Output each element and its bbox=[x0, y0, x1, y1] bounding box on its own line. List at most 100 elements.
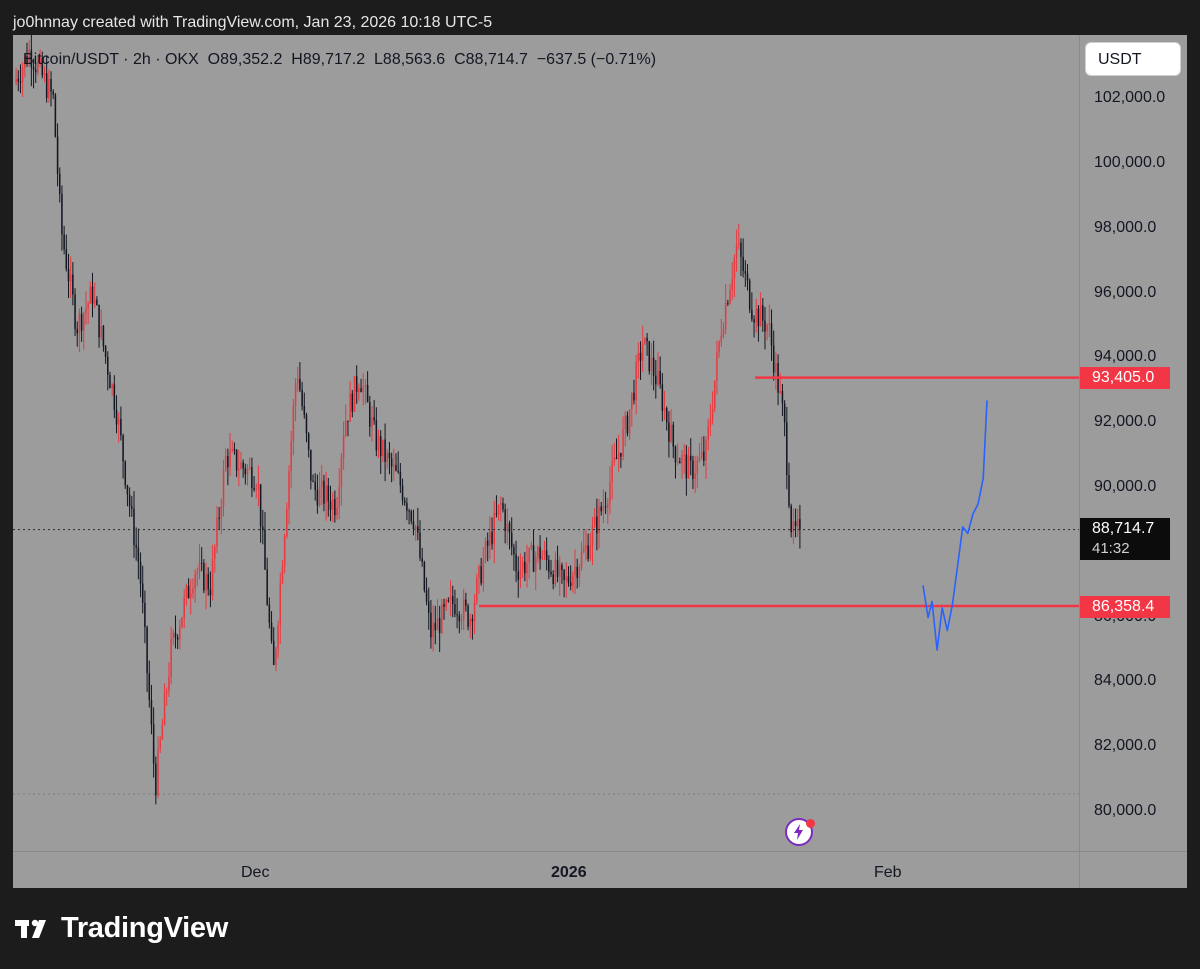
candle-body bbox=[89, 286, 92, 304]
candle-body bbox=[290, 440, 292, 472]
candle-body bbox=[617, 452, 620, 459]
candle-body bbox=[698, 457, 701, 461]
axis-corner-divider bbox=[1079, 852, 1080, 888]
candle-body bbox=[277, 625, 279, 649]
candle-body bbox=[582, 548, 585, 552]
candle-body bbox=[486, 540, 489, 546]
candle-body bbox=[39, 58, 41, 63]
candle-body bbox=[563, 570, 565, 581]
candle-body bbox=[681, 455, 683, 464]
price-axis[interactable]: 102,000.0 100,000.0 98,000.0 96,000.0 94,000… bbox=[1079, 35, 1187, 851]
candle-body bbox=[550, 571, 552, 575]
candle-body bbox=[144, 602, 146, 628]
candle-body bbox=[382, 439, 384, 457]
bar-countdown: 41:32 bbox=[1092, 540, 1130, 557]
candle-body bbox=[768, 323, 771, 326]
candle-body bbox=[196, 571, 199, 574]
candle-body bbox=[635, 361, 637, 401]
candle-body bbox=[764, 320, 766, 332]
candle-body bbox=[87, 303, 89, 309]
candle-body bbox=[602, 506, 605, 512]
candle-body bbox=[248, 467, 251, 469]
legend-open: O89,352.2 bbox=[207, 51, 283, 68]
candle-body bbox=[242, 462, 244, 469]
candle-body bbox=[366, 384, 369, 403]
candle-body bbox=[735, 244, 738, 259]
candle-body bbox=[146, 627, 148, 674]
legend-symbol: Bitcoin/USDT · 2h · OKX bbox=[23, 51, 199, 68]
candle-body bbox=[251, 467, 253, 489]
candle-body bbox=[622, 428, 624, 457]
time-tick-feb: Feb bbox=[874, 864, 902, 881]
candle-body bbox=[541, 555, 544, 560]
tradingview-logo-icon bbox=[15, 919, 46, 938]
candle-body bbox=[353, 376, 356, 412]
candle-body bbox=[203, 563, 205, 591]
candle-body bbox=[569, 582, 572, 587]
price-tick-label: 100,000.0 bbox=[1094, 154, 1166, 171]
candle-body bbox=[473, 601, 476, 622]
candle-body bbox=[351, 393, 354, 412]
candle-body bbox=[412, 521, 415, 529]
candle-body bbox=[650, 357, 653, 372]
candle-body bbox=[45, 73, 48, 98]
candle-body bbox=[301, 389, 303, 407]
candle-body bbox=[576, 566, 578, 578]
candle-body bbox=[565, 576, 568, 581]
currency-button[interactable]: USDT bbox=[1085, 42, 1181, 76]
candle-body bbox=[24, 55, 26, 68]
candle-body bbox=[207, 574, 209, 590]
candle-body bbox=[742, 256, 744, 272]
price-tick-label: 90,000.0 bbox=[1094, 478, 1157, 495]
candle-body bbox=[572, 575, 574, 587]
candle-body bbox=[91, 286, 94, 304]
candle-body bbox=[257, 484, 260, 490]
candle-body bbox=[176, 637, 179, 640]
candle-body bbox=[436, 618, 439, 631]
candle-body bbox=[644, 337, 646, 345]
candle-body bbox=[17, 78, 20, 82]
candle-body bbox=[155, 763, 157, 796]
candle-body bbox=[58, 173, 61, 194]
candle-body bbox=[329, 501, 332, 510]
candle-body bbox=[172, 632, 175, 639]
candle-body bbox=[458, 615, 461, 622]
candle-body bbox=[495, 513, 498, 515]
candle-body bbox=[703, 451, 705, 461]
price-tick-label: 96,000.0 bbox=[1094, 283, 1157, 301]
candle-body bbox=[685, 454, 688, 479]
price-tick-label: 94,000.0 bbox=[1094, 348, 1157, 366]
candle-body bbox=[484, 540, 487, 560]
candle-body bbox=[672, 424, 675, 447]
candle-body bbox=[545, 550, 548, 560]
candle-body bbox=[320, 480, 323, 487]
candle-body bbox=[445, 599, 447, 607]
candle-body bbox=[515, 554, 517, 572]
candle-body bbox=[506, 523, 509, 531]
plot-area[interactable]: Bitcoin/USDT · 2h · OKX O89,352.2 H89,71… bbox=[13, 35, 1079, 851]
candle-body bbox=[751, 309, 753, 320]
candle-body bbox=[604, 506, 607, 508]
candle-body bbox=[639, 352, 642, 361]
candle-body bbox=[128, 494, 131, 507]
candle-body bbox=[419, 532, 421, 559]
candle-body bbox=[561, 564, 563, 571]
candle-body bbox=[727, 302, 729, 304]
candlestick-chart[interactable] bbox=[13, 35, 1079, 851]
candle-body bbox=[567, 576, 570, 583]
projection-path bbox=[922, 400, 988, 651]
candle-body bbox=[179, 627, 181, 640]
candle-body bbox=[519, 569, 522, 580]
candle-body bbox=[336, 507, 338, 516]
candle-body bbox=[222, 470, 225, 507]
time-axis[interactable]: Dec 2026 Feb bbox=[13, 851, 1187, 888]
chart-frame[interactable]: Bitcoin/USDT · 2h · OKX O89,352.2 H89,71… bbox=[13, 35, 1187, 888]
candle-body bbox=[443, 604, 445, 607]
candle-body bbox=[115, 410, 118, 425]
candle-body bbox=[700, 451, 703, 458]
candle-body bbox=[447, 599, 450, 601]
candle-body bbox=[205, 574, 207, 591]
candle-body bbox=[414, 526, 417, 529]
candle-body bbox=[502, 503, 504, 510]
candle-body bbox=[626, 415, 629, 434]
